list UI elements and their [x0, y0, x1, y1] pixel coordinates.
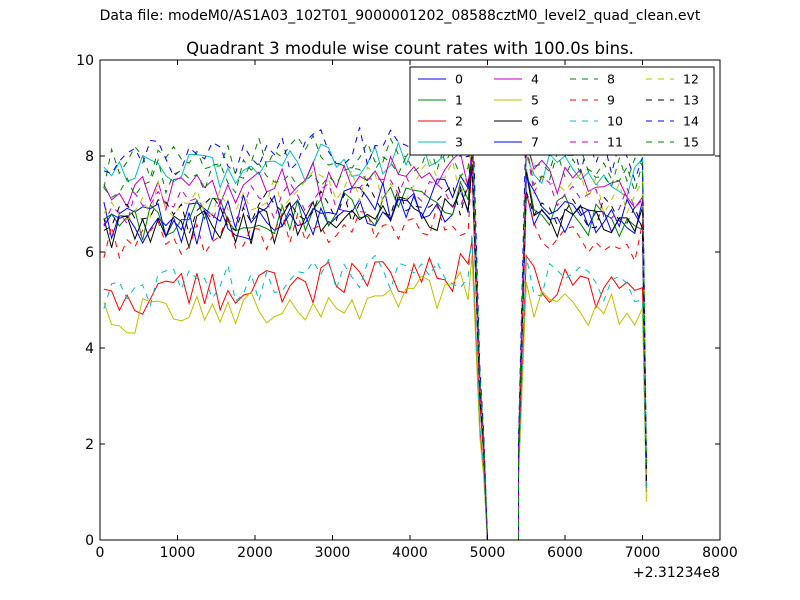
- x-tick-label: 1000: [160, 545, 196, 561]
- legend-frame: [409, 66, 715, 156]
- series-line-13: [103, 156, 647, 541]
- data-file-title: Data file: modeM0/AS1A03_102T01_90000012…: [99, 8, 701, 24]
- y-tick-label: 10: [76, 53, 94, 69]
- legend-label: 6: [531, 114, 539, 129]
- x-tick-label: 2000: [237, 545, 273, 561]
- legend-label: 14: [683, 114, 699, 129]
- x-offset-label: +2.31234e8: [633, 565, 720, 581]
- series-line-7: [103, 165, 647, 541]
- series-line-2: [103, 240, 647, 541]
- x-tick-label: 7000: [625, 545, 661, 561]
- legend-label: 9: [607, 93, 615, 108]
- series-line-6: [103, 162, 647, 541]
- legend-label: 8: [607, 72, 615, 87]
- series-line-4: [103, 142, 647, 541]
- x-tick-label: 5000: [470, 545, 506, 561]
- y-tick-label: 2: [85, 437, 94, 453]
- legend-label: 5: [531, 93, 539, 108]
- x-tick-label: 8000: [702, 545, 738, 561]
- x-tick-label: 0: [96, 545, 105, 561]
- y-tick-label: 4: [85, 341, 94, 357]
- y-tick-label: 0: [85, 533, 94, 549]
- legend-label: 0: [455, 72, 463, 87]
- x-tick-label: 4000: [392, 545, 428, 561]
- y-tick-label: 8: [85, 149, 94, 165]
- series-line-12: [103, 148, 647, 541]
- legend-label: 12: [683, 72, 699, 87]
- legend-label: 13: [683, 93, 699, 108]
- legend-label: 10: [607, 114, 623, 129]
- series-line-0: [103, 166, 647, 541]
- y-tick-label: 6: [85, 245, 94, 261]
- legend-label: 1: [455, 93, 463, 108]
- series-line-5: [103, 255, 647, 541]
- legend-label: 15: [683, 135, 699, 150]
- series-line-15: [103, 124, 647, 541]
- legend-label: 7: [531, 135, 539, 150]
- series-line-9: [103, 162, 647, 541]
- chart-title: Quadrant 3 module wise count rates with …: [186, 39, 634, 58]
- legend-label: 3: [455, 135, 463, 150]
- legend-label: 4: [531, 72, 539, 87]
- legend-label: 11: [607, 135, 623, 150]
- legend-label: 2: [455, 114, 463, 129]
- x-tick-label: 6000: [547, 545, 583, 561]
- x-tick-label: 3000: [315, 545, 351, 561]
